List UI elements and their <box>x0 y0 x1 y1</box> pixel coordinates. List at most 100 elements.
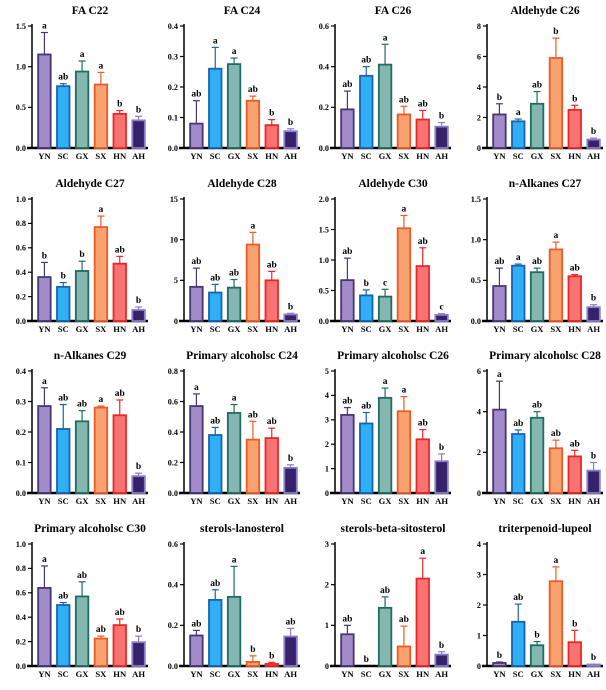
x-tick-label-SC: SC <box>209 151 220 161</box>
x-tick-label-GX: GX <box>379 151 393 161</box>
sig-letter-GX: ab <box>77 400 87 410</box>
sig-letter-AH: b <box>439 640 444 650</box>
chart-canvas: Primary alcoholsc C24 0.0 0.2 0.4 0.6 0.8 a YN a… <box>167 350 300 506</box>
subplot-sterols-lanosterol: sterols-lanosterol 0.0 0.2 0.4 0.6 ab YN ab SC a G… <box>152 518 304 690</box>
x-tick-label-YN: YN <box>190 151 203 161</box>
x-tick-label-YN: YN <box>190 496 203 506</box>
y-tick-label: 0.4 <box>167 22 177 31</box>
y-tick-label: 0.6 <box>319 22 329 31</box>
x-tick-label-GX: GX <box>76 324 90 334</box>
chart-title: FA C24 <box>223 5 260 17</box>
sig-letter-YN: b <box>496 93 501 103</box>
sig-letter-GX: a <box>231 555 236 565</box>
sig-letter-GX: ab <box>229 268 239 278</box>
bar-HN <box>567 108 582 149</box>
x-tick-label-YN: YN <box>190 669 203 679</box>
bar-SX <box>396 113 412 149</box>
x-tick-label-YN: YN <box>493 151 506 161</box>
bar-SX <box>93 225 109 322</box>
chart-title: Aldehyde C27 <box>55 178 125 190</box>
bar-SC <box>510 620 525 667</box>
x-tick-label-YN: YN <box>341 324 354 334</box>
y-tick-label: 2 <box>476 448 480 457</box>
y-tick-label: 0 <box>476 489 480 498</box>
sig-letter-SX: b <box>250 644 255 654</box>
y-tick-label: 0.8 <box>16 564 26 573</box>
x-tick-label-HN: HN <box>265 151 279 161</box>
y-tick-label: 0.2 <box>167 83 177 92</box>
bar-SX <box>548 248 563 322</box>
chart-title: sterols-lanosterol <box>200 523 284 535</box>
sig-letter-GX: a <box>383 377 388 387</box>
bar-SC <box>207 291 222 322</box>
bar-GX <box>226 412 241 494</box>
y-tick-label: 0.2 <box>167 458 177 467</box>
sig-letter-HN: ab <box>418 419 428 429</box>
sig-letter-HN: a <box>420 547 425 557</box>
chart-canvas: FA C22 0.0 0.5 1.0 1.5 a YN ab SC a GX a SX b HN b AH <box>16 5 148 161</box>
x-tick-label-HN: HN <box>568 669 582 679</box>
bar-YN <box>188 634 204 667</box>
y-tick-label: 0 <box>173 316 177 325</box>
bar-SX <box>396 410 412 494</box>
bar-SX <box>93 406 109 494</box>
bar-GX <box>226 63 241 149</box>
x-tick-label-SX: SX <box>398 151 410 161</box>
x-tick-label-GX: GX <box>530 151 544 161</box>
sig-letter-SX: a <box>553 555 558 565</box>
subplot-n-alkanes-c29: n-Alkanes C29 0.0 0.1 0.2 0.3 0.4 a YN ab SC ab GX a… <box>0 345 152 518</box>
y-tick-label: 0.3 <box>167 52 177 61</box>
chart-canvas: Primary alcoholsc C30 0.0 0.2 0.4 0.6 0.8 1.0 a… <box>16 523 148 679</box>
x-tick-label-AH: AH <box>435 151 448 161</box>
sig-letter-SC: ab <box>210 416 220 426</box>
bar-SX <box>548 579 563 667</box>
bar-GX <box>377 396 393 494</box>
sig-letter-HN: ab <box>115 608 125 618</box>
bar-GX <box>74 70 90 149</box>
x-tick-label-SX: SX <box>95 669 107 679</box>
y-tick-label: 6 <box>476 367 480 376</box>
sig-letter-YN: ab <box>342 247 352 257</box>
bar-HN <box>264 124 279 149</box>
subplot-triterpenoid-lupeol: triterpenoid-lupeol 0 1 2 3 4 b YN ab SC b GX a SX b HN… <box>455 518 606 690</box>
y-tick-label: 0.4 <box>167 580 177 589</box>
x-tick-label-GX: GX <box>530 496 544 506</box>
bar-HN <box>112 112 127 149</box>
sig-letter-HN: ab <box>418 236 428 246</box>
sig-letter-SC: ab <box>513 419 523 429</box>
bar-YN <box>491 408 507 494</box>
y-tick-label: 1.5 <box>16 22 26 31</box>
bar-GX <box>74 420 90 494</box>
bar-YN <box>491 113 507 149</box>
sig-letter-HN: ab <box>266 260 276 270</box>
bar-SC <box>359 293 374 322</box>
chart-canvas: Aldehyde C28 0 5 10 15 ab YN ab SC ab GX a SX ab HN b AH <box>169 178 300 334</box>
x-tick-label-SC: SC <box>209 496 220 506</box>
y-tick-label: 0 <box>476 661 480 670</box>
sig-letter-GX: c <box>383 278 387 288</box>
y-tick-label: 0.5 <box>16 103 26 112</box>
sig-letter-HN: ab <box>569 439 579 449</box>
x-tick-label-GX: GX <box>530 669 544 679</box>
x-tick-label-YN: YN <box>493 496 506 506</box>
y-tick-label: 0.6 <box>16 243 26 252</box>
sig-letter-SC: ab <box>513 593 523 603</box>
x-tick-label-SX: SX <box>95 151 107 161</box>
x-tick-label-SC: SC <box>209 324 220 334</box>
y-tick-label: 1.0 <box>16 194 26 203</box>
x-tick-label-HN: HN <box>265 324 279 334</box>
bar-SX <box>245 99 260 149</box>
bar-SC <box>207 598 222 667</box>
x-tick-label-SX: SX <box>247 669 259 679</box>
bar-HN <box>567 640 582 667</box>
bar-AH <box>131 119 146 149</box>
sig-letter-SC: ab <box>361 56 371 66</box>
bar-SX <box>93 83 109 149</box>
sig-letter-HN: ab <box>418 99 428 109</box>
y-tick-label: 0.4 <box>16 367 26 376</box>
y-tick-label: 0.2 <box>16 292 26 301</box>
y-tick-label: 0.0 <box>16 144 26 153</box>
x-tick-label-SC: SC <box>58 151 69 161</box>
bar-GX <box>529 102 544 149</box>
sig-letter-GX: b <box>79 250 84 260</box>
